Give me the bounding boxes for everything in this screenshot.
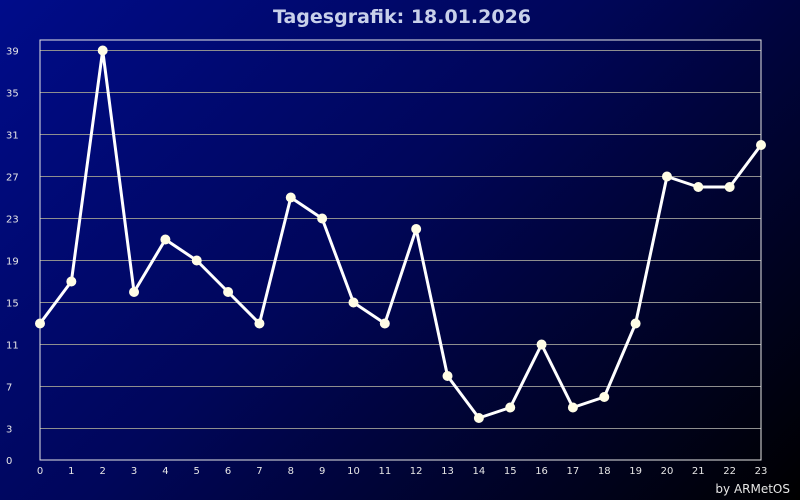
data-point — [348, 297, 359, 308]
data-point — [254, 318, 265, 329]
x-axis-ticks: 0 1 2 3 4 5 6 7 8 9 10 11 12 13 14 15 16 17 18 19 20 21 22 23 — [37, 466, 768, 477]
credit-label: by ARMetOS — [715, 482, 790, 496]
data-point — [724, 182, 735, 192]
x-tick-label: 2 — [100, 466, 106, 477]
y-tick-label: 0 — [6, 456, 12, 467]
y-axis-ticks: 0 3 7 11 15 19 23 27 31 35 39 — [6, 47, 19, 468]
x-tick-label: 16 — [535, 466, 548, 477]
data-points — [35, 45, 766, 423]
x-tick-label: 13 — [441, 466, 454, 477]
data-point — [693, 182, 704, 192]
y-tick-label: 15 — [6, 299, 19, 310]
data-point — [379, 318, 390, 329]
data-point — [567, 402, 578, 413]
x-tick-label: 3 — [131, 466, 137, 477]
data-point — [505, 402, 516, 413]
y-tick-label: 31 — [6, 131, 19, 142]
x-tick-label: 4 — [162, 466, 168, 477]
x-tick-label: 22 — [723, 466, 736, 477]
data-point — [97, 45, 108, 56]
series-line — [38, 49, 763, 420]
x-tick-label: 11 — [378, 466, 391, 477]
x-tick-label: 10 — [347, 466, 360, 477]
y-tick-label: 35 — [6, 89, 19, 100]
data-point — [473, 413, 484, 423]
plot-area-frame — [39, 39, 762, 461]
x-tick-label: 17 — [567, 466, 580, 477]
gridlines — [40, 50, 761, 429]
x-tick-label: 7 — [256, 466, 262, 477]
x-tick-label: 5 — [194, 466, 200, 477]
data-point — [661, 171, 672, 182]
y-tick-label: 39 — [6, 47, 19, 58]
data-point — [191, 255, 202, 266]
data-point — [536, 339, 547, 350]
x-tick-label: 0 — [37, 466, 43, 477]
data-point — [756, 140, 766, 150]
x-tick-label: 14 — [473, 466, 486, 477]
data-point — [223, 287, 234, 297]
data-point — [129, 287, 140, 297]
y-tick-label: 23 — [6, 215, 19, 226]
y-tick-label: 19 — [6, 257, 19, 268]
x-tick-label: 12 — [410, 466, 423, 477]
data-point — [160, 234, 171, 245]
x-tick-label: 9 — [319, 466, 325, 477]
x-tick-label: 20 — [661, 466, 674, 477]
data-point — [599, 392, 610, 402]
data-point — [35, 318, 45, 329]
x-tick-label: 8 — [288, 466, 294, 477]
x-tick-label: 23 — [755, 466, 768, 477]
x-tick-label: 18 — [598, 466, 611, 477]
data-point — [317, 213, 328, 224]
data-point — [66, 276, 77, 287]
x-tick-label: 21 — [692, 466, 705, 477]
data-point — [630, 318, 641, 329]
y-tick-label: 11 — [6, 341, 19, 352]
data-point — [442, 371, 453, 381]
chart-title: Tagesgrafik: 18.01.2026 — [273, 6, 531, 28]
x-tick-label: 6 — [225, 466, 231, 477]
data-point — [411, 224, 422, 234]
y-tick-label: 7 — [6, 383, 12, 394]
y-tick-label: 3 — [6, 425, 12, 436]
x-tick-label: 19 — [629, 466, 642, 477]
x-tick-label: 1 — [68, 466, 74, 477]
data-point — [285, 192, 296, 203]
x-tick-label: 15 — [504, 466, 517, 477]
y-tick-label: 27 — [6, 173, 19, 184]
